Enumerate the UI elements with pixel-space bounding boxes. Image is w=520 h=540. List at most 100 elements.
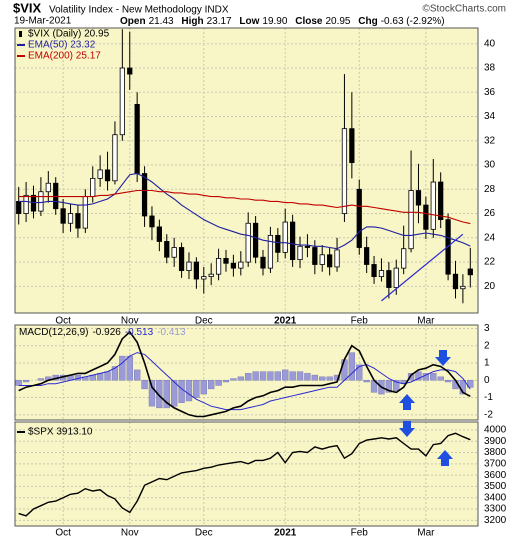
instrument-name: Volatility Index - New Methodology INDX	[49, 5, 229, 16]
panel-title-text: MACD(12,26,9)	[19, 327, 88, 338]
quote-value: 19.90	[262, 16, 287, 27]
candle-body	[319, 254, 325, 265]
candle-body	[16, 201, 22, 214]
candle-body	[327, 254, 333, 268]
y-tick-label: 20	[484, 281, 496, 292]
legend-swatch	[19, 31, 22, 37]
candle-body	[467, 268, 473, 276]
y-tick-label: 3	[484, 323, 490, 334]
y-tick-label: 1	[484, 358, 490, 369]
histogram-bar	[341, 359, 348, 381]
histogram-bar	[230, 378, 237, 381]
y-tick-label: 22	[484, 257, 496, 268]
histogram-bar	[274, 371, 281, 381]
candle-body	[415, 190, 422, 206]
y-tick-label: 3600	[484, 470, 507, 481]
series-line	[18, 172, 471, 250]
y-tick-label: 32	[484, 135, 496, 146]
histogram-bar	[363, 380, 370, 383]
y-tick-label: 26	[484, 208, 496, 219]
candle-body	[223, 258, 229, 264]
y-tick-label: 4000	[484, 425, 507, 436]
histogram-bar	[178, 380, 185, 403]
histogram-bar	[282, 369, 289, 381]
candle-body	[90, 177, 96, 197]
x-tick-label: Feb	[351, 316, 369, 327]
y-tick-label: 34	[484, 111, 496, 122]
panel-title-value: -0.413	[157, 327, 186, 338]
histogram-bar	[393, 380, 400, 391]
histogram-bar	[245, 373, 252, 381]
candle-body	[252, 222, 259, 258]
candle-body	[171, 247, 177, 258]
histogram-bar	[467, 380, 474, 388]
histogram-bar	[407, 373, 415, 381]
candle-body	[267, 234, 274, 269]
candle-body	[67, 213, 74, 224]
x-tick-label: 2021	[274, 316, 297, 327]
trendline	[381, 233, 464, 302]
candle-body	[408, 190, 414, 250]
histogram-bar	[319, 376, 326, 381]
quote-value: 23.17	[207, 16, 232, 27]
down-arrow	[399, 421, 415, 437]
candle-body	[312, 247, 318, 265]
y-tick-label: 3500	[484, 481, 507, 492]
y-tick-label: -2	[484, 409, 493, 420]
candle-body	[208, 273, 214, 278]
histogram-bar	[148, 380, 156, 407]
panel-border	[14, 421, 479, 527]
legend-label: $SPX 3913.10	[28, 427, 93, 438]
candle-body	[30, 194, 37, 212]
histogram-bar	[289, 371, 296, 381]
histogram-bar	[163, 380, 170, 409]
candle-body	[215, 258, 222, 275]
candle-body	[164, 241, 170, 258]
histogram-bar	[126, 355, 133, 381]
x-tick-label: Dec	[195, 528, 213, 539]
quote-value: -0.63 (-2.92%)	[381, 16, 445, 27]
down-arrow	[435, 350, 451, 366]
quote-label: Open	[120, 16, 146, 27]
candle-body	[156, 226, 162, 242]
candle-body	[282, 221, 288, 253]
histogram-bar	[437, 376, 444, 381]
x-tick-label: Feb	[351, 528, 369, 539]
candle-body	[23, 194, 29, 214]
histogram-bar	[356, 364, 363, 381]
histogram-bar	[208, 380, 215, 390]
candle-body	[393, 267, 399, 288]
y-tick-label: 24	[484, 232, 496, 243]
candle-body	[178, 247, 185, 271]
x-tick-label: Mar	[417, 528, 435, 539]
candle-body	[460, 285, 466, 290]
y-tick-label: 2	[484, 340, 490, 351]
histogram-bar	[296, 371, 304, 381]
candle-body	[193, 261, 200, 280]
panel-title-value: -0.513	[125, 327, 154, 338]
series-line	[18, 330, 471, 418]
candle-body	[97, 169, 103, 179]
histogram-bar	[156, 380, 163, 409]
histogram-bar	[133, 369, 141, 381]
legend-label: EMA(50) 23.32	[28, 40, 96, 51]
candle-body	[45, 182, 51, 193]
up-arrow	[437, 450, 453, 466]
candle-body	[430, 181, 436, 230]
candle-body	[38, 191, 44, 212]
candle-body	[134, 104, 140, 174]
panel-title: MACD(12,26,9) -0.926 -0.513 -0.413	[19, 327, 186, 338]
y-tick-label: 3200	[484, 515, 507, 526]
candle-body	[452, 273, 459, 290]
legend-label: $VIX (Daily) 20.95	[28, 29, 110, 40]
series-line	[18, 189, 471, 225]
histogram-bar	[185, 380, 193, 402]
histogram-bar	[104, 371, 111, 381]
panel-border	[14, 27, 479, 314]
y-tick-label: -1	[484, 392, 493, 403]
panel-title-value: -0.926	[92, 327, 121, 338]
histogram-bar	[385, 380, 393, 393]
x-tick-label: Nov	[121, 528, 139, 539]
y-tick-label: 3800	[484, 447, 507, 458]
